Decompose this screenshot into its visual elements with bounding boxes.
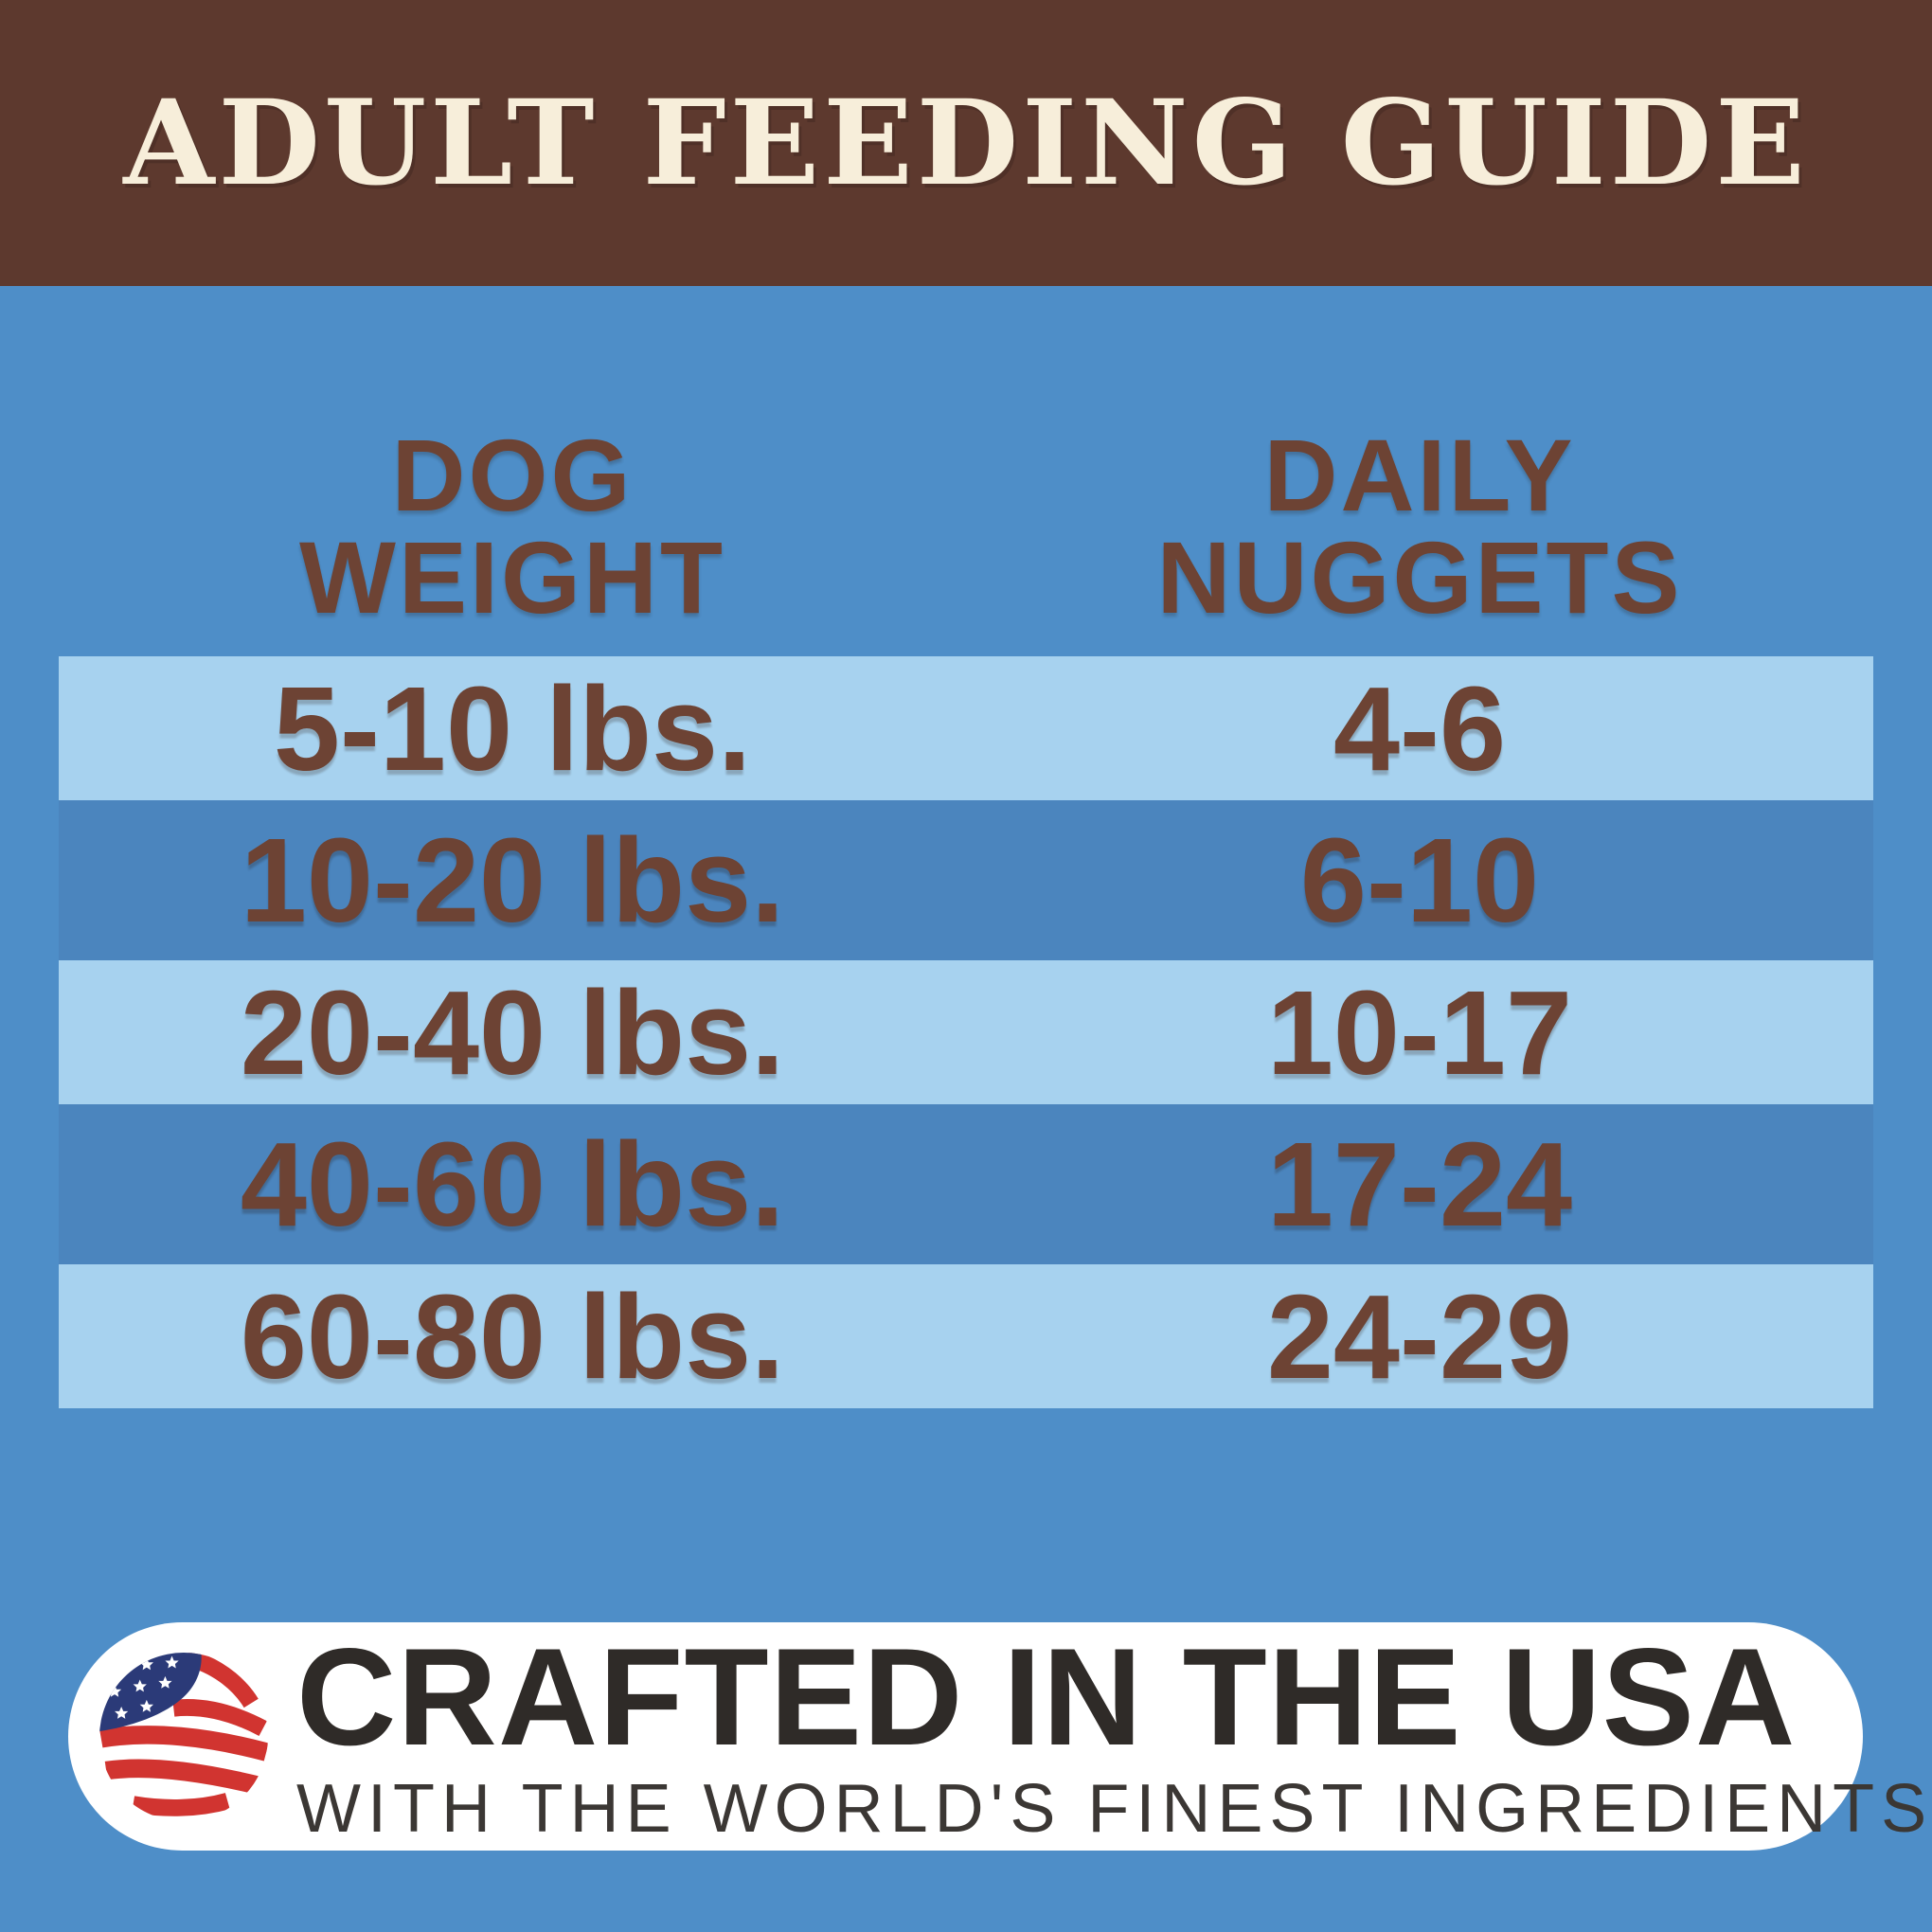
table-row: 20-40 lbs. 10-17 [59, 960, 1873, 1104]
table-row: 5-10 lbs. 4-6 [59, 656, 1873, 800]
page-title: ADULT FEEDING GUIDE [123, 74, 1809, 212]
daily-nuggets-value: 6-10 [1299, 814, 1540, 947]
table-row: 40-60 lbs. 17-24 [59, 1104, 1873, 1264]
header-banner: ADULT FEEDING GUIDE [0, 0, 1932, 286]
dog-weight-value: 20-40 lbs. [240, 965, 785, 1100]
usa-flag-icon [99, 1652, 268, 1821]
column-header-daily-nuggets: DAILY NUGGETS [966, 424, 1873, 629]
column-header-line: NUGGETS [1156, 520, 1683, 635]
daily-nuggets-value: 10-17 [1266, 965, 1573, 1100]
dog-weight-value: 5-10 lbs. [273, 661, 752, 796]
column-header-line: WEIGHT [299, 520, 725, 635]
table-row: 60-80 lbs. 24-29 [59, 1264, 1873, 1408]
badge-text: CRAFTED IN THE USA WITH THE WORLD'S FINE… [296, 1619, 1932, 1847]
table-column-headers: DOG WEIGHT DAILY NUGGETS [59, 424, 1873, 629]
daily-nuggets-value: 17-24 [1266, 1118, 1573, 1251]
column-header-dog-weight: DOG WEIGHT [59, 424, 966, 629]
daily-nuggets-value: 4-6 [1333, 661, 1507, 796]
dog-weight-value: 60-80 lbs. [240, 1269, 785, 1404]
crafted-in-usa-title: CRAFTED IN THE USA [296, 1619, 1797, 1774]
table-row: 10-20 lbs. 6-10 [59, 800, 1873, 960]
crafted-in-usa-badge: CRAFTED IN THE USA WITH THE WORLD'S FINE… [68, 1622, 1926, 1851]
usa-flag-icon [99, 1652, 268, 1821]
dog-weight-value: 40-60 lbs. [240, 1118, 785, 1251]
column-header-line: DOG [391, 418, 634, 532]
column-header-line: DAILY [1263, 418, 1576, 532]
daily-nuggets-value: 24-29 [1266, 1269, 1573, 1404]
finest-ingredients-subtitle: WITH THE WORLD'S FINEST INGREDIENTS [296, 1770, 1932, 1847]
dog-weight-value: 10-20 lbs. [240, 814, 785, 947]
feeding-guide-table: 5-10 lbs. 4-6 10-20 lbs. 6-10 20-40 lbs.… [59, 656, 1873, 1408]
